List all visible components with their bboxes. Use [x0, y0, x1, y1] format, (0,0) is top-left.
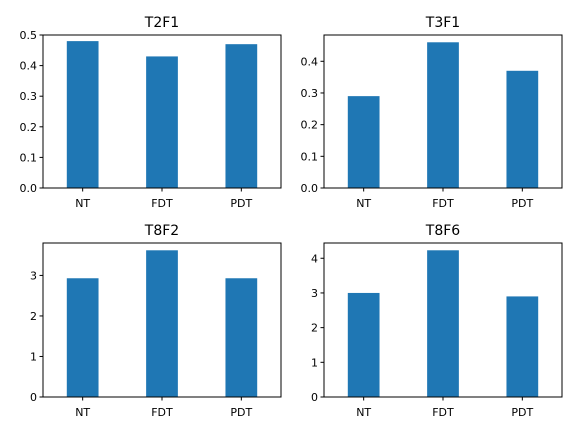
x-tick-label: PDT [511, 197, 533, 210]
y-tick-label: 0.0 [20, 182, 38, 195]
y-tick-label: 3 [311, 287, 318, 300]
y-tick-label: 0 [311, 391, 318, 404]
y-tick-label: 0.0 [301, 182, 319, 195]
y-tick-label: 3 [30, 269, 37, 282]
x-tick-label: NT [75, 197, 90, 210]
x-tick-label: PDT [230, 406, 252, 419]
y-tick-label: 0.4 [20, 60, 38, 73]
y-tick-label: 2 [311, 322, 318, 335]
bar-nt [347, 96, 380, 188]
y-tick-label: 0.4 [301, 55, 319, 68]
chart-title: T3F1 [425, 15, 460, 31]
y-tick-label: 0.3 [301, 87, 319, 100]
bar-fdt [427, 250, 459, 397]
x-tick-label: FDT [151, 406, 173, 419]
x-tick-label: FDT [151, 197, 173, 210]
x-tick-label: FDT [432, 197, 454, 210]
x-tick-label: PDT [511, 406, 533, 419]
y-tick-label: 1 [311, 356, 318, 369]
chart-title: T8F2 [144, 223, 179, 239]
chart-panel-t2f1: 0.0 0.1 0.2 0.3 0.4 0.5 NT FDT PDT T2F1 [20, 15, 282, 210]
x-tick-label: NT [356, 197, 371, 210]
bar-pdt [225, 278, 258, 397]
y-tick-label: 0.1 [20, 151, 38, 164]
x-tick-label: NT [356, 406, 371, 419]
y-tick-label: 0 [30, 391, 37, 404]
x-tick-label: PDT [230, 197, 252, 210]
x-tick-label: FDT [432, 406, 454, 419]
chart-panel-t8f6: 0 1 2 3 4 NT FDT PDT T8F6 [311, 223, 563, 419]
bar-nt [66, 41, 99, 189]
y-tick-label: 1 [30, 350, 37, 363]
y-tick-label: 4 [311, 252, 318, 265]
chart-title: T8F6 [425, 223, 461, 239]
bar-pdt [506, 70, 539, 188]
y-tick-label: 0.2 [301, 119, 319, 132]
bar-fdt [427, 42, 459, 189]
x-tick-label: NT [75, 406, 90, 419]
y-tick-label: 0.2 [20, 121, 38, 134]
bar-nt [347, 292, 380, 397]
bar-pdt [225, 44, 258, 189]
bar-fdt [146, 250, 178, 397]
chart-title: T2F1 [144, 15, 179, 31]
bar-pdt [506, 296, 539, 397]
chart-panel-t3f1: 0.0 0.1 0.2 0.3 0.4 NT FDT PDT T3F1 [301, 15, 563, 210]
chart-panel-t8f2: 0 1 2 3 NT FDT PDT T8F2 [30, 223, 282, 419]
bar-fdt [146, 56, 178, 188]
y-tick-label: 0.1 [301, 150, 319, 163]
y-tick-label: 2 [30, 310, 37, 323]
bar-nt [66, 278, 99, 397]
y-tick-label: 0.5 [20, 29, 38, 42]
y-tick-label: 0.3 [20, 90, 38, 103]
